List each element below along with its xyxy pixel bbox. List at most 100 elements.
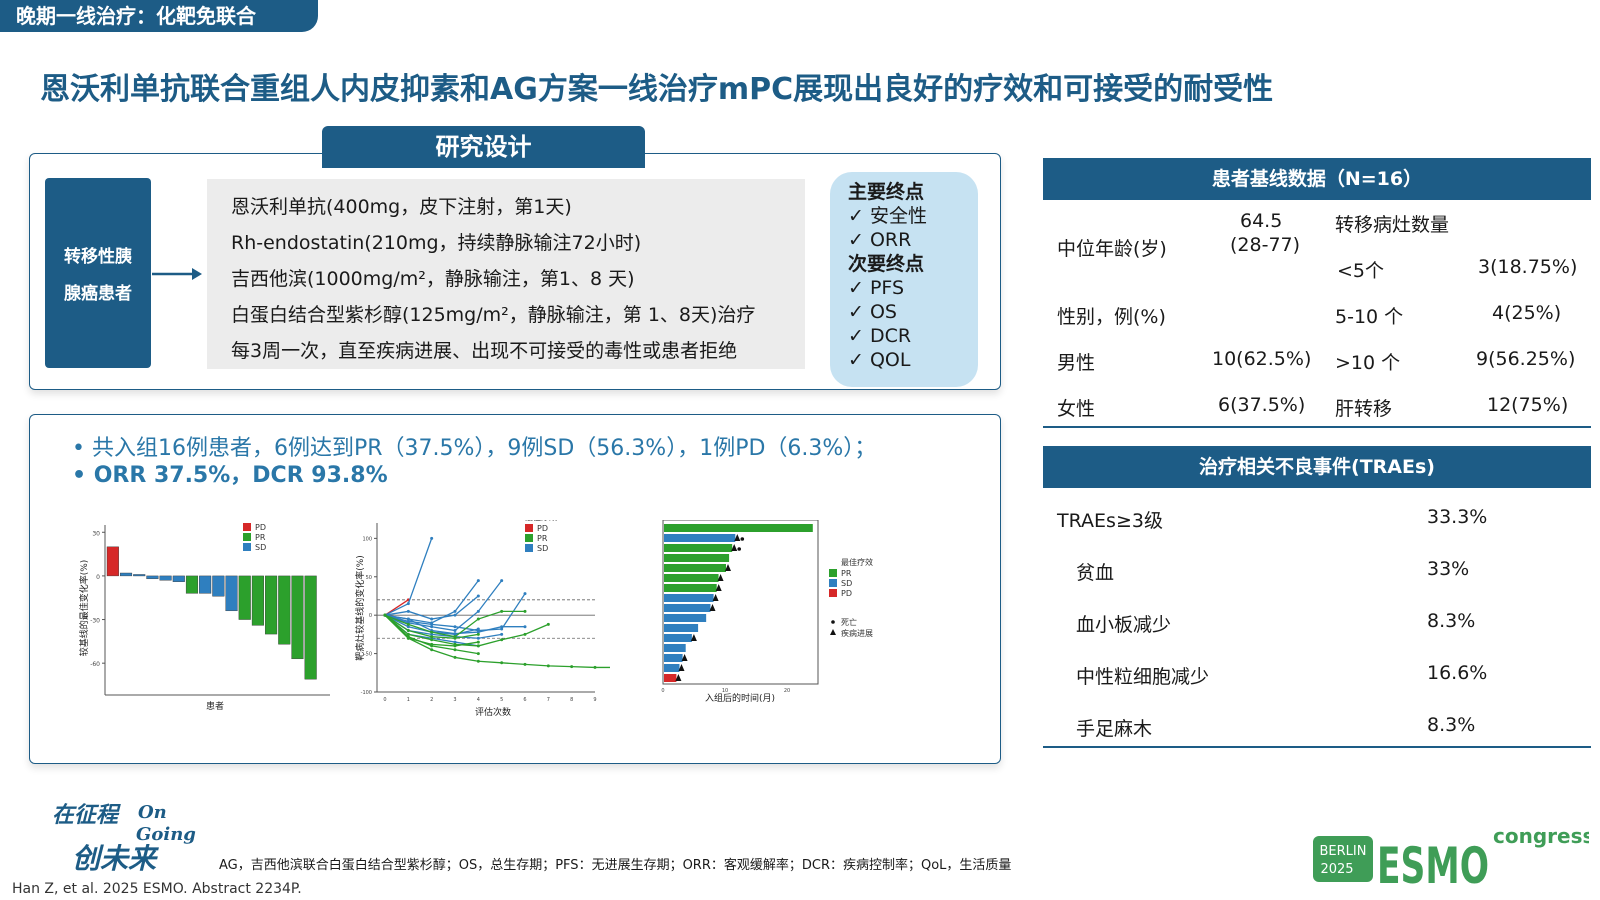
y-axis-title: 靶病灶较基线的变化率(%) bbox=[355, 555, 366, 661]
treatment-regimen-box: 恩沃利单抗(400mg，皮下注射，第1天) Rh-endostatin(210m… bbox=[207, 179, 805, 369]
regimen-line: 恩沃利单抗(400mg，皮下注射，第1天) bbox=[231, 196, 572, 218]
legend-label: SD bbox=[537, 544, 548, 553]
x-tick-label: 20 bbox=[784, 688, 790, 694]
baseline-table-heading: 患者基线数据（N=16） bbox=[1043, 158, 1591, 200]
waterfall-bar bbox=[106, 546, 119, 577]
spider-point bbox=[476, 617, 480, 621]
progression-marker bbox=[715, 584, 722, 591]
median-age-range: (28-77) bbox=[1230, 234, 1301, 256]
spider-point bbox=[453, 609, 457, 613]
spider-point bbox=[453, 636, 457, 640]
death-marker bbox=[737, 547, 741, 551]
logo-text: congress bbox=[1493, 824, 1589, 848]
swimmer-bar bbox=[664, 564, 726, 572]
y-tick-label: -100 bbox=[361, 690, 372, 696]
legend-swatch bbox=[243, 533, 251, 541]
m5-10-label: 5-10 个 bbox=[1335, 306, 1404, 328]
spider-point bbox=[430, 617, 434, 621]
baseline-table-bottom-rule bbox=[1043, 426, 1591, 428]
waterfall-bar bbox=[265, 575, 278, 635]
legend-swatch bbox=[525, 534, 533, 542]
spider-point bbox=[453, 632, 457, 636]
logo-text: BERLIN bbox=[1320, 844, 1367, 859]
swimmer-bar bbox=[664, 664, 680, 672]
study-design-heading: 研究设计 bbox=[322, 126, 645, 168]
spider-point bbox=[453, 648, 457, 652]
traes-table-bottom-rule bbox=[1043, 746, 1591, 748]
spider-point bbox=[570, 665, 574, 669]
spider-point bbox=[430, 638, 434, 642]
legend-swatch bbox=[829, 569, 837, 577]
trae-label: 贫血 bbox=[1076, 562, 1115, 584]
logo-text: 在征程 bbox=[52, 802, 121, 828]
spider-point bbox=[406, 619, 410, 623]
waterfall-bar bbox=[278, 575, 291, 645]
progression-marker bbox=[678, 664, 685, 671]
legend-label: 疾病进展 bbox=[841, 628, 873, 638]
logo-text: 2025 bbox=[1320, 862, 1353, 877]
spider-point bbox=[383, 613, 387, 617]
spider-point bbox=[500, 627, 504, 631]
spider-point bbox=[406, 625, 410, 629]
legend-label: PD bbox=[255, 523, 266, 532]
swimmer-bar bbox=[664, 584, 717, 592]
citation: Han Z, et al. 2025 ESMO. Abstract 2234P. bbox=[12, 881, 302, 897]
legend-title: 最佳疗效 bbox=[525, 520, 557, 522]
regimen-line: 白蛋白结合型紫杉醇(125mg/m²，静脉输注，第 1、8天)治疗 bbox=[231, 304, 756, 326]
regimen-line: 吉西他滨(1000mg/m²，静脉输注，第1、8 天) bbox=[231, 268, 635, 290]
gt10-value: 9(56.25%) bbox=[1476, 348, 1576, 370]
trae-value: 33.3% bbox=[1427, 506, 1488, 528]
progression-marker bbox=[690, 634, 697, 641]
esmo-congress-logo: BERLIN 2025 ESMO congress bbox=[1313, 824, 1589, 888]
legend-label: PR bbox=[841, 569, 852, 578]
spider-point bbox=[406, 636, 410, 640]
primary-endpoint-heading: 主要终点 bbox=[848, 181, 925, 203]
spider-point bbox=[406, 602, 410, 606]
y-tick-label: -50 bbox=[364, 652, 372, 658]
swimmer-bar bbox=[664, 594, 714, 602]
m5-10-value: 4(25%) bbox=[1492, 302, 1562, 324]
x-tick-label: 8 bbox=[570, 697, 573, 703]
swimmer-bar bbox=[664, 644, 686, 652]
female-value: 6(37.5%) bbox=[1218, 394, 1306, 416]
waterfall-bar bbox=[119, 572, 133, 577]
progression-marker bbox=[725, 564, 731, 571]
endpoint-item: ✓ PFS bbox=[848, 277, 905, 299]
spider-point bbox=[523, 662, 527, 666]
spider-point bbox=[453, 644, 457, 648]
arrow-right-icon bbox=[152, 268, 202, 280]
spider-point bbox=[453, 640, 457, 644]
spider-point bbox=[500, 625, 504, 629]
swimmer-bar bbox=[664, 614, 707, 622]
spider-point bbox=[430, 635, 434, 639]
spider-point bbox=[476, 659, 480, 663]
traes-table-heading: 治疗相关不良事件(TRAEs) bbox=[1043, 446, 1591, 488]
spider-point bbox=[430, 625, 434, 629]
y-tick-label: 100 bbox=[362, 536, 372, 542]
patient-label-line1: 转移性胰 bbox=[64, 247, 132, 267]
x-tick-label: 7 bbox=[547, 697, 550, 703]
spider-point bbox=[430, 648, 434, 652]
lt5-label: <5个 bbox=[1337, 260, 1385, 282]
x-axis-title: 入组后的时间(月) bbox=[705, 692, 775, 704]
endpoint-item: ✓ DCR bbox=[848, 325, 912, 347]
swimmer-bar bbox=[664, 674, 677, 682]
spider-point bbox=[523, 625, 527, 629]
waterfall-bar bbox=[291, 575, 304, 660]
ongoing-logo: 在征程 On Going 创未来 bbox=[52, 802, 196, 875]
progression-marker bbox=[731, 544, 738, 551]
spider-point bbox=[476, 632, 480, 636]
swimmer-bar bbox=[664, 654, 683, 662]
spider-point bbox=[476, 644, 480, 648]
logo-text: On bbox=[138, 802, 167, 823]
waterfall-bar bbox=[172, 575, 185, 582]
regimen-line: 每3周一次，直至疾病进展、出现不可接受的毒性或患者拒绝 bbox=[231, 340, 738, 362]
spider-point bbox=[430, 630, 434, 634]
page-title: 恩沃利单抗联合重组人内皮抑素和AG方案一线治疗mPC展现出良好的疗效和可接受的耐… bbox=[40, 72, 1274, 107]
spider-point bbox=[476, 627, 480, 631]
spider-point bbox=[476, 579, 480, 583]
legend-swatch bbox=[829, 579, 837, 587]
spider-point bbox=[430, 536, 434, 540]
trae-value: 8.3% bbox=[1427, 610, 1476, 632]
trae-value: 33% bbox=[1427, 558, 1470, 580]
